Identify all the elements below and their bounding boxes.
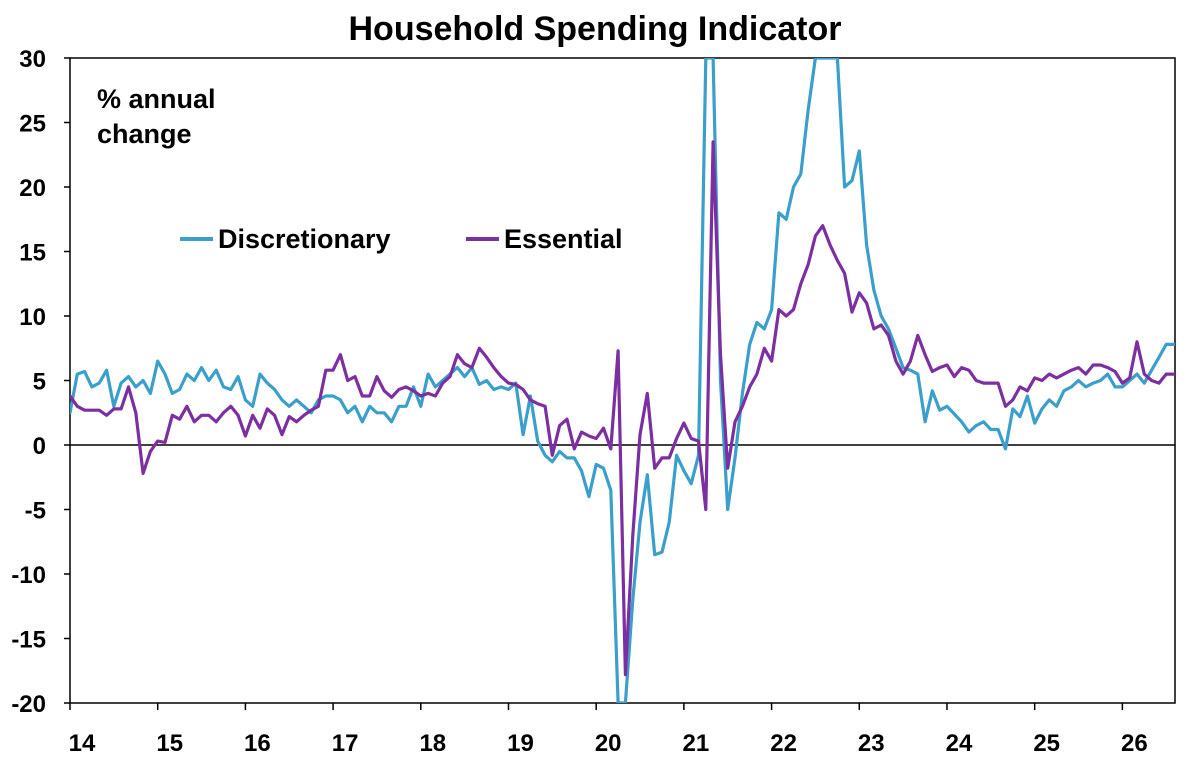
x-tick-label: 19 [507,730,534,757]
legend-label-discretionary: Discretionary [218,224,391,254]
y-axis: 30 25 20 15 10 5 0 -5 -10 -15 -20 [11,46,70,718]
y-tick-label: 15 [19,240,46,267]
x-tick-label: 15 [156,730,183,757]
x-tick-label: 26 [1121,730,1148,757]
x-tick-label: 25 [1033,730,1060,757]
x-tick-label: 14 [69,730,96,757]
series-layer [70,58,1175,703]
x-tick-label: 21 [683,730,710,757]
x-axis: 14 15 16 17 18 19 20 21 22 23 24 25 26 [69,703,1148,757]
axis-annotation: % annual change [97,84,216,149]
x-tick-label: 16 [244,730,271,757]
x-tick-label: 22 [770,730,797,757]
x-tick-label: 20 [595,730,622,757]
legend-label-essential: Essential [504,224,623,254]
series-line-essential [70,140,1175,677]
y-tick-label: -20 [11,691,46,718]
y-tick-label: -15 [11,627,46,654]
x-tick-label: 17 [332,730,359,757]
y-tick-label: 0 [33,433,46,460]
series-line-discretionary [70,58,1175,703]
y-tick-label: 20 [19,175,46,202]
legend: Discretionary Essential [180,224,623,254]
x-tick-label: 24 [946,730,973,757]
x-tick-label: 18 [419,730,446,757]
y-tick-label: 5 [33,369,46,396]
annotation-line-2: change [97,119,192,149]
y-tick-label: 25 [19,111,46,138]
y-tick-label: -5 [25,498,46,525]
annotation-line-1: % annual [97,84,216,114]
y-tick-label: 10 [19,304,46,331]
x-tick-label: 23 [858,730,885,757]
chart-title: Household Spending Indicator [349,10,842,48]
y-tick-label: 30 [19,46,46,73]
y-tick-label: -10 [11,562,46,589]
